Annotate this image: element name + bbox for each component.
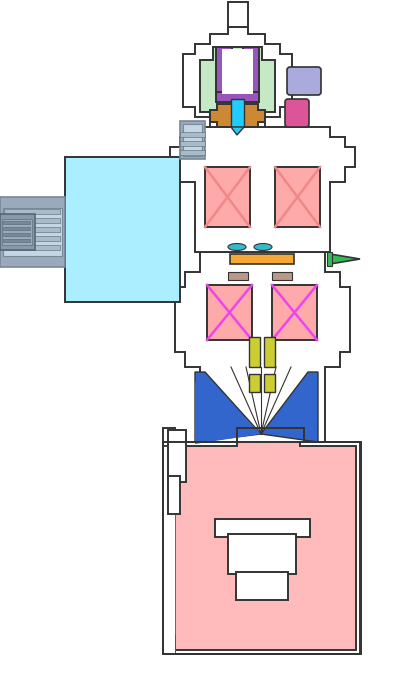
- Polygon shape: [195, 372, 261, 442]
- Bar: [249, 374, 260, 392]
- Bar: [4, 218, 60, 223]
- Polygon shape: [292, 82, 315, 95]
- Bar: [4, 209, 60, 214]
- FancyBboxPatch shape: [287, 67, 321, 95]
- Bar: [3, 227, 30, 230]
- Bar: [228, 2, 248, 27]
- Bar: [272, 285, 317, 340]
- Bar: [65, 157, 180, 302]
- Bar: [231, 99, 244, 127]
- Polygon shape: [261, 372, 318, 442]
- Bar: [249, 337, 260, 367]
- Bar: [3, 221, 30, 224]
- Polygon shape: [168, 430, 356, 650]
- Bar: [205, 167, 250, 227]
- FancyBboxPatch shape: [285, 99, 309, 127]
- Bar: [228, 534, 296, 574]
- Polygon shape: [163, 446, 175, 654]
- Polygon shape: [195, 377, 261, 444]
- Bar: [216, 92, 259, 102]
- Bar: [4, 227, 60, 232]
- Bar: [2, 219, 32, 245]
- Bar: [275, 167, 320, 227]
- Bar: [168, 476, 180, 514]
- Polygon shape: [0, 197, 65, 267]
- Bar: [327, 252, 332, 266]
- Bar: [222, 49, 253, 94]
- Polygon shape: [175, 252, 350, 442]
- Bar: [180, 150, 205, 155]
- Polygon shape: [230, 254, 294, 264]
- Polygon shape: [0, 214, 35, 250]
- Polygon shape: [330, 254, 360, 264]
- Polygon shape: [163, 446, 168, 654]
- Polygon shape: [231, 127, 244, 135]
- Bar: [4, 236, 60, 241]
- Polygon shape: [183, 27, 292, 127]
- Bar: [180, 141, 205, 146]
- Bar: [228, 272, 248, 280]
- Polygon shape: [210, 104, 265, 127]
- Ellipse shape: [228, 243, 246, 250]
- Bar: [207, 285, 252, 340]
- Bar: [3, 233, 30, 236]
- Polygon shape: [163, 427, 360, 654]
- Polygon shape: [170, 127, 355, 252]
- Bar: [4, 245, 60, 250]
- Polygon shape: [200, 47, 275, 122]
- Bar: [163, 428, 175, 446]
- Bar: [183, 124, 202, 156]
- Bar: [243, 47, 259, 95]
- Bar: [264, 374, 275, 392]
- Bar: [272, 272, 292, 280]
- Polygon shape: [3, 208, 62, 256]
- Bar: [180, 121, 205, 159]
- Bar: [3, 239, 30, 242]
- Ellipse shape: [254, 243, 272, 250]
- Bar: [180, 132, 205, 137]
- Bar: [163, 636, 175, 654]
- Bar: [216, 47, 232, 95]
- Bar: [264, 337, 275, 367]
- Bar: [215, 519, 310, 537]
- Bar: [168, 430, 186, 482]
- Bar: [236, 572, 288, 600]
